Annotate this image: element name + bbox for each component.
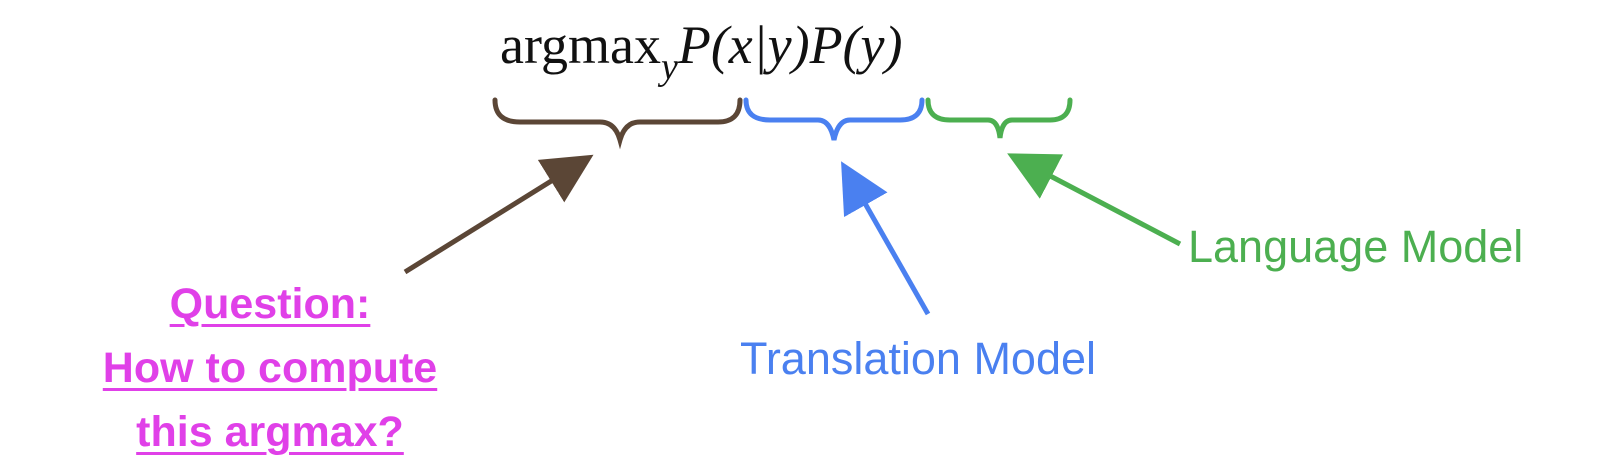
argmax-subscript: y bbox=[660, 46, 678, 88]
translation-arrow bbox=[841, 161, 931, 316]
question-text: Question: How to compute this argmax? bbox=[60, 272, 480, 464]
translation-term: P(x|y) bbox=[677, 15, 810, 75]
language-model-label: Language Model bbox=[1188, 221, 1524, 272]
translation-brace bbox=[743, 97, 925, 141]
question-line-1: Question: bbox=[169, 280, 371, 328]
question-line-2: How to compute bbox=[102, 344, 438, 392]
question-arrow bbox=[403, 154, 594, 275]
argmax-text: argmax bbox=[500, 15, 661, 75]
question-line-3: this argmax? bbox=[136, 408, 404, 456]
language-arrow bbox=[1007, 153, 1182, 247]
formula: argmaxyP(x|y)P(y) bbox=[500, 18, 902, 108]
argmax-brace bbox=[492, 97, 743, 150]
prior-term: P(y) bbox=[809, 15, 903, 75]
language-brace bbox=[925, 97, 1073, 139]
translation-model-label: Translation Model bbox=[740, 333, 1097, 384]
